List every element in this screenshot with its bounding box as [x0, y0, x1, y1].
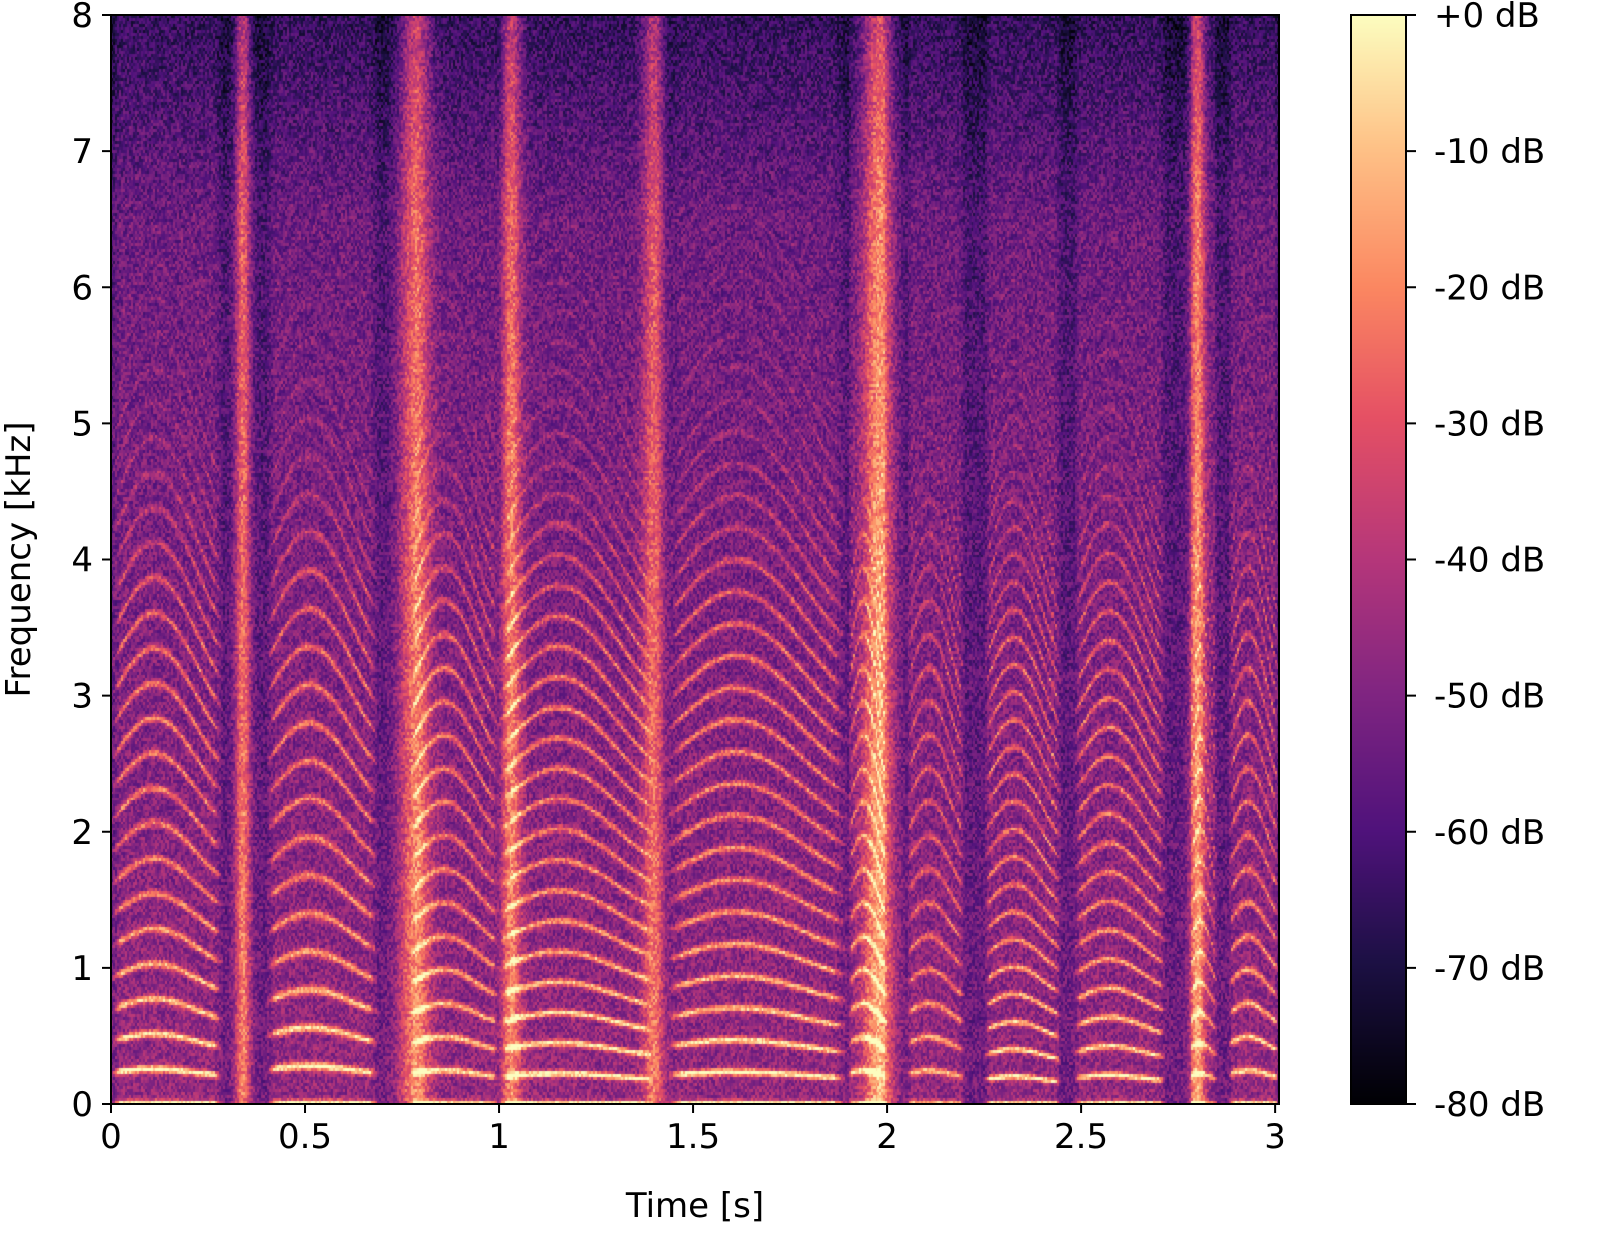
x-axis-label: Time [s]	[625, 1186, 764, 1226]
colorbar-tick-label: -10 dB	[1434, 132, 1545, 172]
y-tick-label: 6	[71, 268, 93, 308]
colorbar-gradient	[1351, 15, 1406, 1104]
x-tick-label: 0.5	[278, 1117, 332, 1157]
x-tick-label: 2	[876, 1117, 898, 1157]
colorbar-tick-label: -80 dB	[1434, 1085, 1545, 1125]
colorbar-tick-label: -50 dB	[1434, 677, 1545, 717]
colorbar-tick-label: -60 dB	[1434, 813, 1545, 853]
colorbar-tick-label: -20 dB	[1434, 268, 1545, 308]
y-tick-label: 1	[71, 949, 93, 989]
colorbar-tick-label: +0 dB	[1434, 0, 1540, 36]
y-tick-label: 3	[71, 677, 93, 717]
colorbar-tick-label: -40 dB	[1434, 541, 1545, 581]
y-tick-label: 8	[71, 0, 93, 36]
x-tick-label: 0	[100, 1117, 122, 1157]
colorbar-frame	[1350, 14, 1407, 1105]
y-tick-label: 5	[71, 404, 93, 444]
x-tick-label: 2.5	[1054, 1117, 1108, 1157]
spectrogram-heatmap	[111, 15, 1279, 1104]
colorbar-tick-label: -70 dB	[1434, 949, 1545, 989]
x-tick-label: 1	[488, 1117, 510, 1157]
x-tick-label: 3	[1264, 1117, 1286, 1157]
plot-frame	[110, 14, 1280, 1105]
x-tick-label: 1.5	[666, 1117, 720, 1157]
y-axis-label: Frequency [kHz]	[0, 421, 39, 697]
y-tick-label: 0	[71, 1085, 93, 1125]
colorbar-tick-label: -30 dB	[1434, 404, 1545, 444]
y-tick-label: 4	[71, 541, 93, 581]
y-tick-label: 7	[71, 132, 93, 172]
y-tick-label: 2	[71, 813, 93, 853]
